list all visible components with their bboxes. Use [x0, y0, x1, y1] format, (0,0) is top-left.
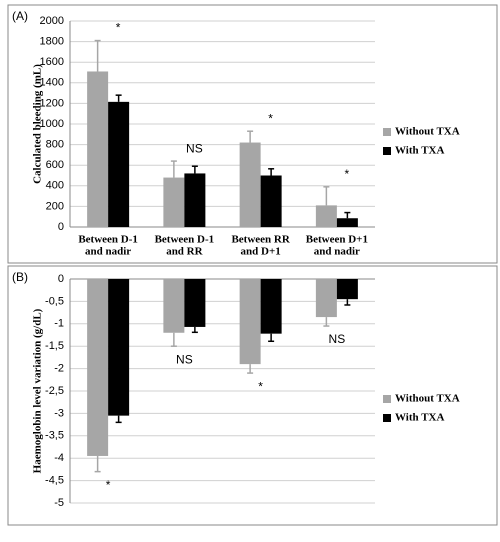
- bar: [108, 279, 130, 416]
- bar: [239, 142, 261, 227]
- error-bar: [170, 160, 177, 178]
- error-bar: [247, 130, 254, 143]
- x-tick-label: and D+1: [241, 246, 281, 258]
- y-tick-label: 1200: [40, 97, 64, 109]
- annotation: *: [106, 478, 111, 492]
- y-tick-label: -2,5: [45, 385, 64, 397]
- y-tick-label: 800: [46, 139, 64, 151]
- y-tick-label: -5: [54, 497, 64, 509]
- bar: [108, 101, 130, 227]
- error-bar: [94, 455, 101, 473]
- legend-label: Without TXA: [395, 126, 460, 138]
- bar: [315, 279, 337, 318]
- y-tick-label: 0: [58, 221, 64, 233]
- y-tick-label: 1400: [40, 77, 64, 89]
- bar: [239, 279, 261, 365]
- panel-label: (A): [12, 9, 28, 23]
- error-bar: [323, 186, 330, 206]
- x-tick-label: Between D+1: [306, 234, 368, 246]
- bar: [260, 175, 282, 227]
- error-bar: [268, 168, 275, 176]
- legend-label: With TXA: [395, 145, 444, 157]
- bar: [260, 279, 282, 334]
- y-tick-label: 1800: [40, 36, 64, 48]
- y-axis-label: Calculated bleeding (mL): [32, 64, 44, 184]
- y-tick-label: 200: [46, 200, 64, 212]
- legend-label: Without TXA: [395, 393, 460, 405]
- bar: [184, 279, 206, 327]
- annotation: *: [116, 21, 121, 35]
- y-tick-label: -1: [54, 318, 64, 330]
- bar: [163, 177, 185, 227]
- error-bar: [115, 94, 122, 102]
- annotation: NS: [176, 352, 193, 366]
- error-bar: [344, 299, 351, 306]
- y-tick-label: -2: [54, 363, 64, 375]
- y-tick-label: 0: [58, 273, 64, 285]
- y-tick-label: 400: [46, 180, 64, 192]
- x-tick-label: and RR: [166, 246, 203, 258]
- y-tick-label: -3: [54, 407, 64, 419]
- panel-label: (B): [12, 270, 28, 284]
- bar: [336, 218, 358, 227]
- error-bar: [94, 39, 101, 72]
- panel-frame: [7, 4, 498, 264]
- error-bar: [170, 332, 177, 347]
- bar: [163, 279, 185, 333]
- error-bar: [115, 415, 122, 424]
- annotation: NS: [186, 141, 203, 155]
- y-tick-label: -3,5: [45, 430, 64, 442]
- annotation: NS: [329, 332, 346, 346]
- y-axis-label: Haemoglobin level variation (g/dL): [32, 308, 44, 473]
- y-tick-label: 600: [46, 159, 64, 171]
- bar: [87, 279, 109, 456]
- legend-label: With TXA: [395, 412, 444, 424]
- y-tick-label: 1000: [40, 118, 64, 130]
- y-tick-label: -4,5: [45, 475, 64, 487]
- legend-swatch: [383, 395, 391, 403]
- error-bar: [247, 364, 254, 374]
- error-bar: [344, 211, 351, 219]
- x-tick-label: and nadir: [85, 246, 131, 258]
- annotation: *: [258, 379, 263, 393]
- annotation: *: [268, 111, 273, 125]
- bar: [184, 173, 206, 227]
- y-tick-label: -0,5: [45, 295, 64, 307]
- bar: [336, 279, 358, 300]
- legend-swatch: [383, 128, 391, 136]
- panel-frame: [7, 265, 498, 526]
- bar: [315, 205, 337, 227]
- x-tick-label: Between D-1: [155, 234, 215, 246]
- legend-swatch: [383, 147, 391, 155]
- y-tick-label: -1,5: [45, 340, 64, 352]
- error-bar: [268, 333, 275, 343]
- x-tick-label: and nadir: [314, 246, 360, 258]
- bar: [87, 71, 109, 227]
- legend-swatch: [383, 414, 391, 422]
- y-tick-label: 1600: [40, 56, 64, 68]
- y-tick-label: -4: [54, 452, 64, 464]
- y-tick-label: 2000: [40, 15, 64, 27]
- error-bar: [191, 326, 198, 334]
- error-bar: [323, 317, 330, 327]
- x-tick-label: Between D-1: [78, 234, 138, 246]
- annotation: *: [345, 167, 350, 181]
- error-bar: [191, 165, 198, 174]
- x-tick-label: Between RR: [231, 234, 290, 246]
